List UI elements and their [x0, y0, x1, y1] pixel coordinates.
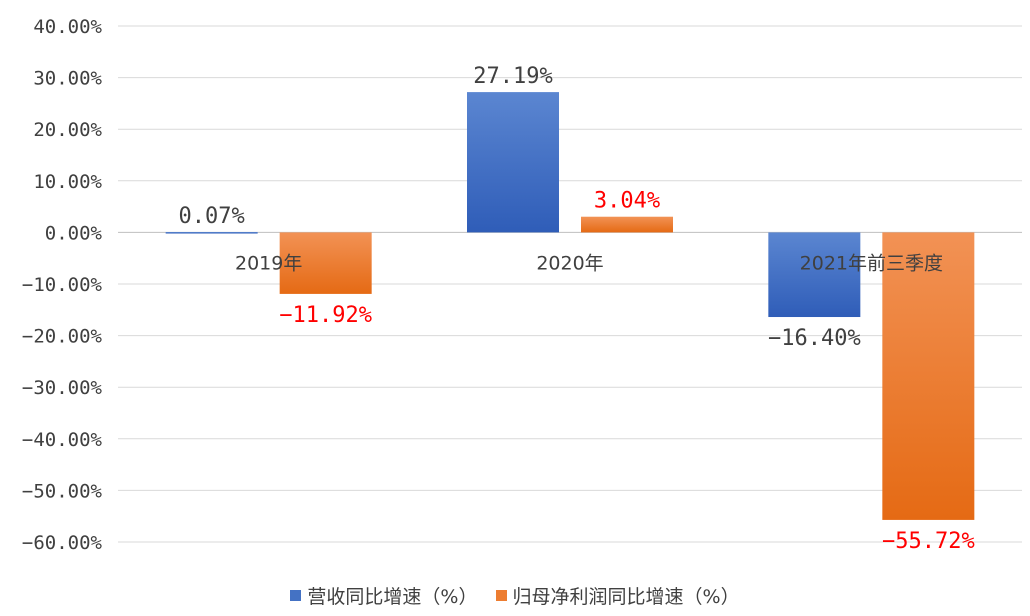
bar-net-profit-2 — [882, 232, 975, 520]
bar-revenue-2 — [768, 232, 861, 318]
x-axis-category-labels: 2019年 2020年 2021年前三季度 — [235, 252, 943, 274]
data-labels: 0.07% −11.92% 27.19% 3.04% −16.40% −55.72% — [179, 64, 975, 554]
bar-net-profit-0 — [279, 232, 372, 294]
data-label-revenue-1: 27.19% — [473, 64, 552, 89]
data-label-net-profit-1: 3.04% — [594, 189, 660, 214]
x-category-label: 2020年 — [536, 252, 603, 274]
data-label-revenue-0: 0.07% — [179, 204, 245, 229]
x-category-label: 2021年前三季度 — [800, 252, 943, 274]
bar-revenue-1 — [467, 92, 559, 233]
y-tick-label: 0.00% — [45, 222, 103, 244]
y-tick-label: −30.00% — [22, 377, 103, 399]
y-tick-label: −20.00% — [22, 326, 103, 348]
y-axis-tick-labels: 40.00% 30.00% 20.00% 10.00% 0.00% −10.00% −20.… — [22, 16, 103, 554]
y-tick-label: 30.00% — [33, 68, 102, 90]
legend-item-revenue: 营收同比增速（%） — [290, 582, 477, 609]
legend: 营收同比增速（%） 归母净利润同比增速（%） — [0, 582, 1030, 609]
gridlines — [118, 25, 1022, 543]
legend-label-revenue: 营收同比增速（%） — [307, 586, 478, 608]
bar-chart: 40.00% 30.00% 20.00% 10.00% 0.00% −10.00% −20.… — [22, 16, 1022, 554]
legend-label-net-profit: 归母净利润同比增速（%） — [512, 586, 740, 608]
legend-swatch-net-profit — [495, 590, 507, 601]
legend-swatch-revenue — [290, 590, 302, 601]
bar-net-profit-1 — [581, 216, 673, 233]
y-tick-label: −10.00% — [22, 274, 103, 296]
y-tick-label: 40.00% — [33, 16, 102, 38]
y-tick-label: 20.00% — [33, 119, 102, 141]
y-tick-label: 10.00% — [33, 171, 102, 193]
legend-item-net-profit: 归母净利润同比增速（%） — [495, 582, 740, 609]
data-label-revenue-2: −16.40% — [768, 326, 861, 351]
data-label-net-profit-2: −55.72% — [882, 529, 975, 554]
bars — [165, 92, 975, 520]
data-label-net-profit-0: −11.92% — [279, 303, 372, 328]
x-category-label: 2019年 — [235, 252, 302, 274]
y-tick-label: −60.00% — [22, 532, 103, 554]
bar-revenue-0 — [165, 232, 258, 234]
y-tick-label: −40.00% — [22, 429, 103, 451]
y-tick-label: −50.00% — [22, 480, 103, 502]
